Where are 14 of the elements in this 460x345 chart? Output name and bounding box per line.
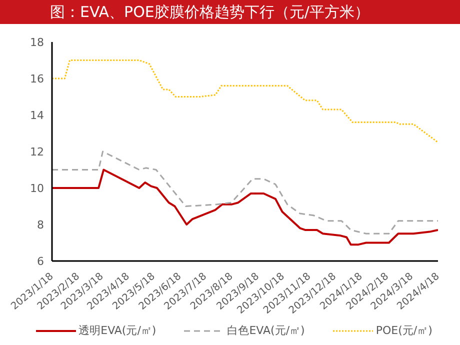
y-tick-label: 18 (30, 36, 44, 49)
line-series (52, 60, 438, 144)
y-tick-label: 16 (30, 72, 44, 86)
line-series (52, 150, 438, 234)
legend-label: 透明EVA(元/㎡) (78, 323, 156, 338)
y-tick-label: 14 (30, 108, 44, 122)
y-tick-label: 8 (37, 218, 44, 232)
legend-label: 白色EVA(元/㎡) (227, 323, 305, 338)
line-series (52, 168, 438, 246)
y-tick-label: 12 (30, 145, 44, 158)
legend-label: POE(元/㎡) (376, 323, 432, 338)
chart-title: 图：EVA、POE胶膜价格趋势下行（元/平方米） (0, 0, 460, 24)
y-tick-label: 6 (37, 254, 44, 268)
y-tick-label: 10 (30, 182, 44, 195)
